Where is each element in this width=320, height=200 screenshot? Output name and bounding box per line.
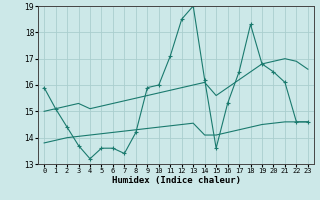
X-axis label: Humidex (Indice chaleur): Humidex (Indice chaleur) bbox=[111, 176, 241, 185]
